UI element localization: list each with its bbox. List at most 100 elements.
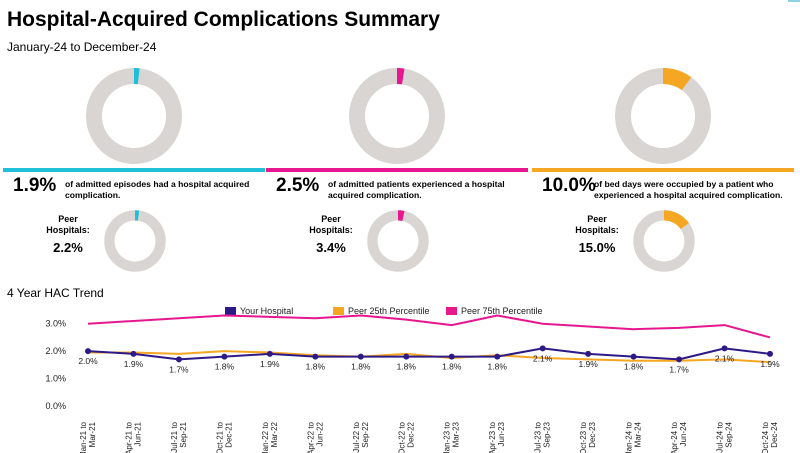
data-point — [448, 353, 455, 360]
episodes-divider — [3, 168, 265, 172]
x-axis: Jan-21 toMar-21 Apr-21 toJun-21 Jul-21 toS… — [79, 421, 779, 453]
patients-donut — [349, 68, 445, 164]
donut-arc — [86, 68, 182, 164]
peer-label: Peer Hospitals: — [309, 214, 353, 235]
patients-divider — [266, 168, 528, 172]
data-label: 1.8% — [624, 362, 644, 372]
peer-donut-arc — [633, 210, 695, 272]
data-label: 2.0% — [78, 356, 98, 366]
peer-label: Peer Hospitals: — [46, 214, 90, 235]
patients-description: of admitted patients experienced a hospi… — [328, 179, 505, 200]
data-label: 1.8% — [442, 362, 462, 372]
y-axis: 0.0% 1.0% 2.0% 3.0% — [45, 319, 66, 411]
x-tick-label: Jul-21 toSep-21 — [170, 421, 188, 452]
data-label: 1.9% — [124, 359, 144, 369]
legend-swatch — [446, 307, 457, 315]
data-point — [85, 348, 91, 355]
data-label: 1.9% — [760, 359, 780, 369]
peer-donut-track — [104, 210, 166, 272]
hac-trend-chart: Your Hospital Peer 25th Percentile Peer 75… — [45, 306, 780, 453]
corner-accent — [788, 0, 800, 2]
data-label: 1.8% — [215, 362, 235, 372]
data-label: 1.7% — [169, 364, 189, 374]
peer-value: 15.0% — [578, 240, 616, 255]
y-tick-label: 1.0% — [45, 374, 66, 384]
chart-legend: Your Hospital Peer 25th Percentile Peer 75… — [225, 306, 543, 316]
patients-panel: 2.5% of admitted patients experienced a … — [266, 0, 528, 290]
peer-label: Peer Hospitals: — [575, 214, 619, 235]
x-tick-label: Jan-21 toMar-21 — [79, 421, 97, 453]
x-tick-label: Apr-21 toJun-21 — [124, 421, 142, 453]
legend-swatch — [333, 307, 344, 315]
data-label: 2.1% — [533, 353, 553, 363]
x-tick-label: Oct-23 toDec-23 — [579, 421, 597, 453]
episodes-donut — [86, 68, 182, 164]
peer-value: 2.2% — [53, 240, 83, 255]
series-line — [87, 314, 771, 339]
data-point — [130, 350, 137, 357]
patients-percent: 2.5% — [276, 175, 320, 196]
donut-arc — [615, 68, 711, 164]
bed-days-panel: 10.0% of bed days were occupied by a pat… — [532, 0, 794, 290]
peer-patients-donut — [367, 210, 429, 272]
x-tick-label: Apr-22 toJun-22 — [306, 421, 324, 453]
chart-series — [85, 314, 773, 364]
bed-days-donut — [615, 68, 711, 164]
donut-track — [86, 68, 182, 164]
data-point — [767, 350, 773, 357]
peer-donut-track — [367, 210, 429, 272]
data-point — [721, 345, 728, 352]
data-label: 1.8% — [397, 362, 417, 372]
peer-donut-arc — [104, 210, 166, 272]
data-point — [175, 356, 182, 363]
x-tick-label: Jul-23 toSep-23 — [534, 421, 552, 452]
data-point — [494, 353, 501, 360]
episodes-percent: 1.9% — [13, 175, 57, 196]
bed-days-description: of bed days were occupied by a patient w… — [594, 179, 783, 200]
peer-episodes-donut — [104, 210, 166, 272]
data-label: 2.1% — [715, 353, 735, 363]
data-label: 1.8% — [351, 362, 371, 372]
data-point — [630, 353, 637, 360]
series-line — [87, 347, 771, 361]
bed-days-percent: 10.0% — [542, 175, 596, 196]
legend-label: Peer 75th Percentile — [461, 306, 543, 316]
data-point — [539, 345, 546, 352]
trend-title: 4 Year HAC Trend — [7, 286, 104, 300]
data-label: 1.9% — [578, 359, 598, 369]
data-label: 1.7% — [669, 364, 689, 374]
data-point — [221, 353, 228, 360]
x-tick-label: Apr-23 toJun-23 — [488, 421, 506, 453]
donut-arc — [349, 68, 445, 164]
x-tick-label: Oct-22 toDec-22 — [397, 421, 415, 453]
legend-label: Peer 25th Percentile — [348, 306, 430, 316]
x-tick-label: Jul-22 toSep-22 — [352, 421, 370, 452]
data-labels: 2.0% 1.9% 1.7% 1.8% 1.9% 1.8% 1.8% 1.8% 1.8% 1.8%… — [78, 353, 780, 374]
data-point — [403, 353, 410, 360]
x-tick-label: Apr-24 toJun-24 — [670, 421, 688, 453]
data-label: 1.8% — [306, 362, 326, 372]
data-label: 1.8% — [488, 362, 508, 372]
data-label: 1.9% — [260, 359, 280, 369]
page-title: Hospital-Acquired Complications Summary — [7, 8, 440, 31]
date-range: January-24 to December-24 — [7, 40, 157, 54]
x-tick-label: Jul-24 toSep-24 — [716, 421, 734, 452]
legend-label: Your Hospital — [240, 306, 293, 316]
donut-track — [615, 68, 711, 164]
episodes-panel: 1.9% of admitted episodes had a hospital… — [3, 0, 265, 290]
y-tick-label: 3.0% — [45, 319, 66, 329]
data-point — [585, 350, 592, 357]
peer-value: 3.4% — [316, 240, 346, 255]
data-point — [312, 353, 319, 360]
x-tick-label: Oct-24 toDec-24 — [761, 421, 779, 453]
y-tick-label: 0.0% — [45, 401, 66, 411]
x-tick-label: Oct-21 toDec-21 — [215, 421, 233, 453]
data-point — [357, 353, 364, 360]
peer-bed-days-donut — [633, 210, 695, 272]
data-point — [266, 350, 273, 357]
x-tick-label: Jan-23 toMar-23 — [443, 421, 461, 453]
y-tick-label: 2.0% — [45, 346, 66, 356]
x-tick-label: Jan-24 toMar-24 — [625, 421, 643, 453]
legend-swatch — [225, 307, 236, 315]
bed-days-divider — [532, 168, 794, 172]
